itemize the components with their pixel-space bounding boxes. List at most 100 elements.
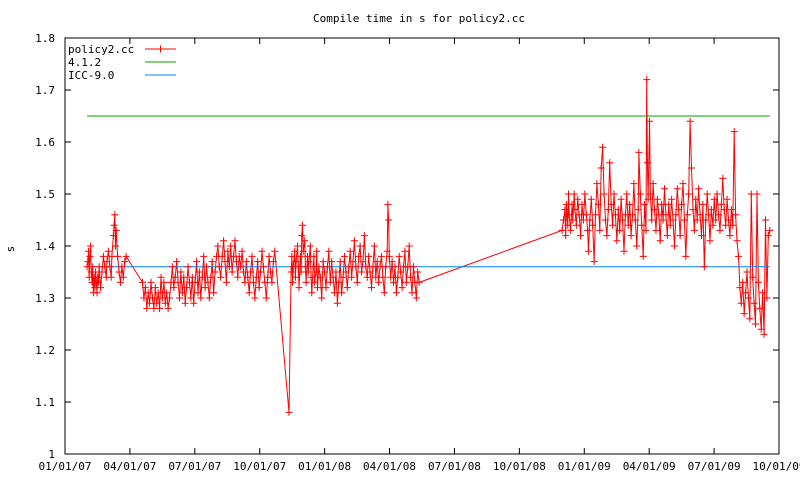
x-tick-label: 10/01/08 [493, 460, 546, 473]
data-point [384, 200, 392, 208]
data-point [373, 258, 381, 266]
data-point [294, 263, 302, 271]
data-point [690, 226, 698, 234]
data-point [387, 273, 395, 281]
data-point [110, 221, 118, 229]
data-point [642, 226, 650, 234]
data-point [408, 289, 416, 297]
data-point [295, 284, 303, 292]
data-point [634, 206, 642, 214]
data-point [215, 263, 223, 271]
data-point [89, 263, 97, 271]
data-point [740, 310, 748, 318]
data-point [218, 252, 226, 260]
legend-label-1: 4.1.2 [68, 56, 101, 69]
data-point [589, 221, 597, 229]
data-point [673, 185, 681, 193]
data-point [757, 325, 765, 333]
data-point [180, 273, 188, 281]
x-tick-label: 07/01/08 [428, 460, 481, 473]
data-point [116, 278, 124, 286]
data-point [161, 299, 169, 307]
data-point [339, 273, 347, 281]
data-point [170, 284, 178, 292]
data-point [574, 195, 582, 203]
data-point [329, 273, 337, 281]
data-point [336, 258, 344, 266]
data-point [733, 237, 741, 245]
data-point [332, 268, 340, 276]
data-point [754, 278, 762, 286]
data-point [107, 273, 115, 281]
data-point [153, 299, 161, 307]
data-point [616, 226, 624, 234]
data-point [197, 294, 205, 302]
data-point [609, 221, 617, 229]
data-point [692, 195, 700, 203]
y-axis-label: s [4, 246, 17, 253]
data-point [195, 268, 203, 276]
data-point [87, 242, 95, 250]
data-point [717, 200, 725, 208]
data-point [570, 190, 578, 198]
data-point [409, 263, 417, 271]
data-point [255, 284, 263, 292]
data-point [114, 252, 122, 260]
series-markers [83, 76, 774, 416]
data-point [656, 237, 664, 245]
x-tick-label: 04/01/09 [623, 460, 676, 473]
y-tick-label: 1.8 [35, 32, 55, 45]
data-point [112, 226, 120, 234]
data-point [238, 247, 246, 255]
data-point [621, 211, 629, 219]
data-point [92, 268, 100, 276]
data-point [663, 232, 671, 240]
data-point [115, 268, 123, 276]
data-point [362, 263, 370, 271]
data-point [353, 278, 361, 286]
data-point [99, 252, 107, 260]
data-point [193, 258, 201, 266]
data-point [190, 299, 198, 307]
data-point [157, 273, 165, 281]
data-point [643, 76, 651, 84]
y-tick-label: 1.4 [35, 240, 55, 253]
data-point [635, 148, 643, 156]
data-point [564, 221, 572, 229]
data-point [261, 278, 269, 286]
data-point [575, 211, 583, 219]
data-point [611, 211, 619, 219]
data-point [685, 190, 693, 198]
data-point [307, 273, 315, 281]
data-point [719, 174, 727, 182]
data-point [251, 294, 259, 302]
data-point [122, 252, 130, 260]
data-point [402, 278, 410, 286]
data-point [709, 221, 717, 229]
data-point [699, 200, 707, 208]
data-point [268, 278, 276, 286]
data-point [188, 273, 196, 281]
data-point [569, 216, 577, 224]
data-point [319, 258, 327, 266]
y-tick-label: 1.6 [35, 136, 55, 149]
data-point [578, 200, 586, 208]
data-point [175, 294, 183, 302]
data-point [220, 237, 228, 245]
data-point [646, 190, 654, 198]
data-point [194, 289, 202, 297]
data-point [316, 273, 324, 281]
data-point [696, 211, 704, 219]
data-point [248, 252, 256, 260]
data-point [764, 232, 772, 240]
y-tick-label: 1 [48, 448, 55, 461]
data-point [644, 195, 652, 203]
data-point [596, 226, 604, 234]
data-point [141, 284, 149, 292]
data-point [407, 273, 415, 281]
data-point [379, 273, 387, 281]
data-point [103, 258, 111, 266]
data-point [294, 242, 302, 250]
data-point [375, 278, 383, 286]
data-point [288, 252, 296, 260]
